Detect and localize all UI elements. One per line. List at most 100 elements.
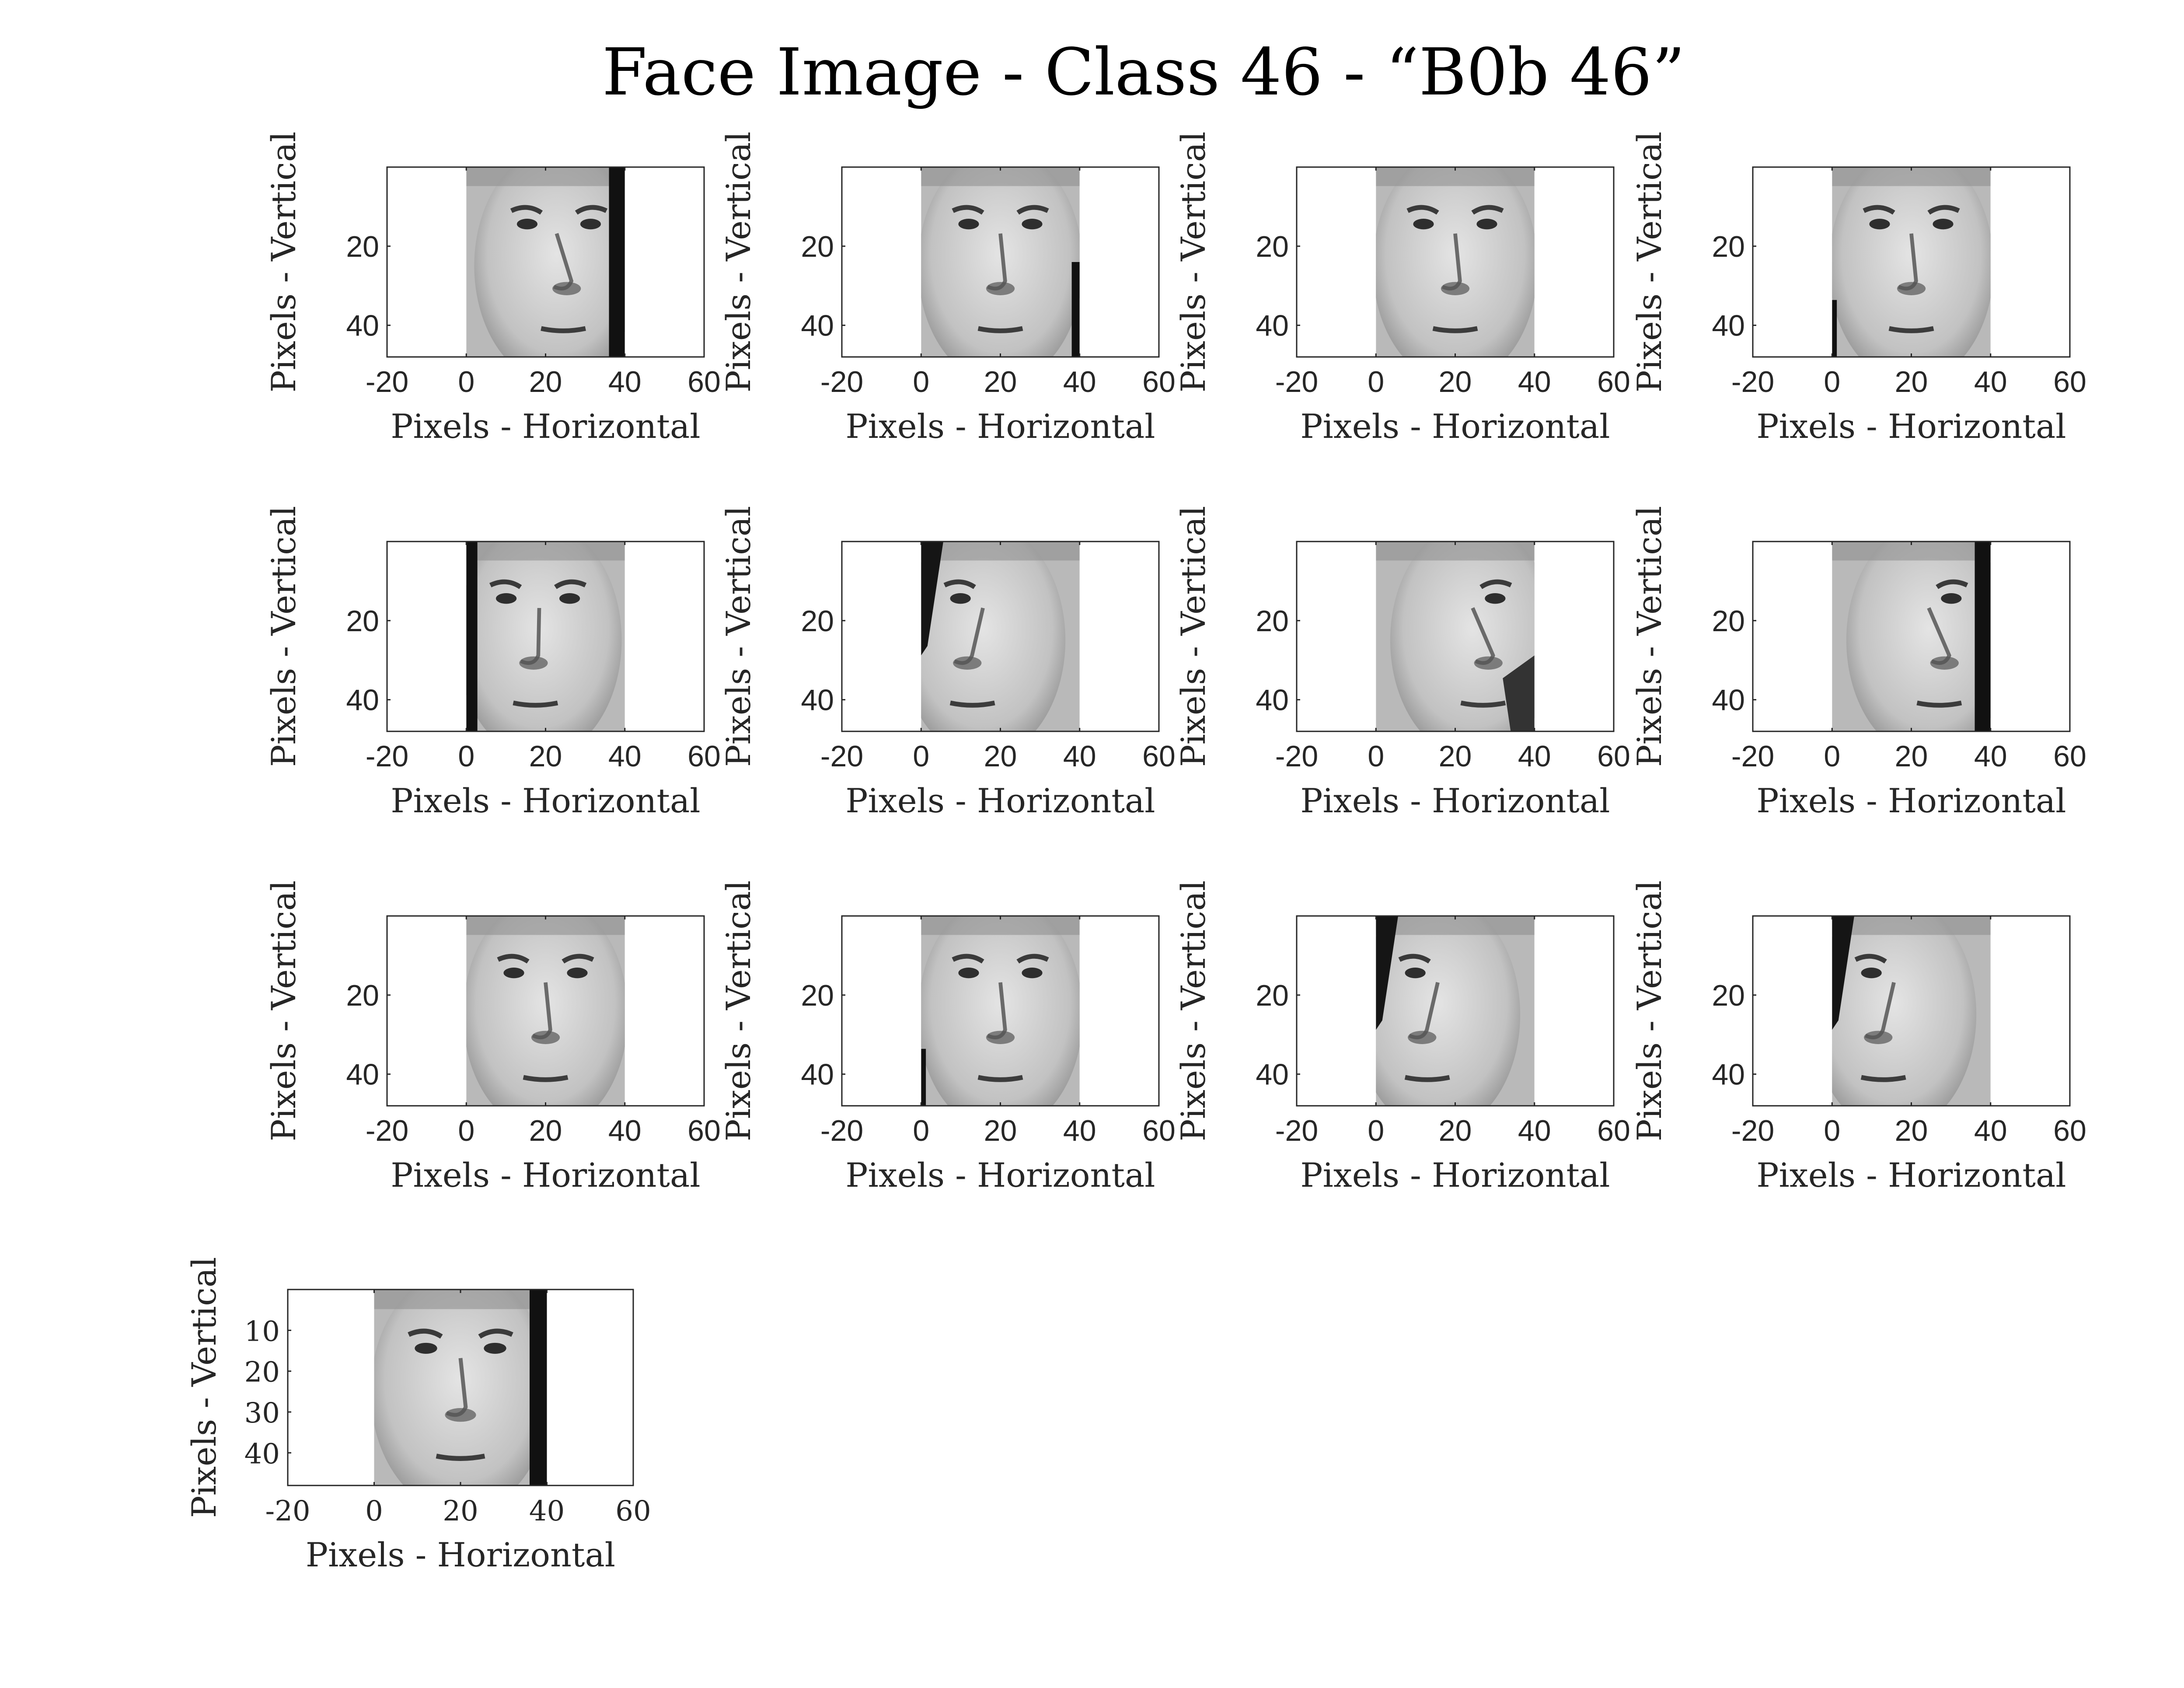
x-tick-label: 20 [984,365,1017,398]
x-tick-label: -20 [366,740,408,773]
x-tick-label: 20 [443,1495,478,1527]
face-image [457,523,625,758]
figure-title: Face Image - Class 46 - “B0b 46” [602,35,1685,110]
x-tick-label: 60 [1597,740,1630,773]
y-tick-label: 20 [1712,230,1745,263]
x-tick-label: 0 [1368,1114,1384,1147]
x-tick-label: -20 [366,365,408,398]
y-tick-label: 40 [1712,684,1745,717]
x-axis-label: Pixels - Horizontal [306,1535,615,1574]
y-tick-label: 10 [244,1315,280,1348]
y-axis-label: Pixels - Vertical [1174,132,1213,393]
x-tick-label: -20 [820,740,863,773]
face-image [466,148,639,384]
x-axis-label: Pixels - Horizontal [391,1156,700,1195]
x-tick-label: 40 [608,740,642,773]
y-tick-label: 20 [244,1356,280,1389]
x-axis-label: Pixels - Horizontal [1756,1156,2066,1195]
face-image [1355,897,1535,1132]
x-tick-label: 40 [1974,1114,2007,1147]
x-tick-label: 20 [529,1114,562,1147]
y-tick-label: 20 [346,230,379,263]
y-tick-label: 20 [346,979,379,1012]
x-tick-label: 20 [529,740,562,773]
x-tick-label: 40 [1063,1114,1096,1147]
y-axis-label: Pixels - Vertical [719,881,758,1142]
x-axis-label: Pixels - Horizontal [391,781,700,820]
face-image [1829,148,1994,384]
y-tick-label: 20 [1712,605,1745,638]
y-tick-label: 20 [801,230,834,263]
x-tick-label: 60 [1142,1114,1176,1147]
x-tick-label: -20 [1275,365,1318,398]
x-tick-label: 60 [1142,740,1176,773]
x-tick-label: 0 [1368,365,1384,398]
x-tick-label: 20 [529,365,562,398]
x-axis-label: Pixels - Horizontal [1300,407,1610,446]
y-axis-label: Pixels - Vertical [1174,506,1213,767]
x-tick-label: 0 [913,740,929,773]
y-tick-label: 40 [1256,309,1289,342]
x-tick-label: -20 [1731,740,1774,773]
x-tick-label: 60 [2053,1114,2086,1147]
x-tick-label: 20 [1895,740,1928,773]
y-axis-label: Pixels - Vertical [185,1257,223,1518]
x-tick-label: 20 [1439,365,1472,398]
y-tick-label: 40 [1256,684,1289,717]
x-axis-label: Pixels - Horizontal [845,1156,1155,1195]
x-tick-label: 60 [615,1495,651,1527]
x-tick-label: -20 [1731,1114,1774,1147]
y-tick-label: 20 [801,605,834,638]
x-tick-label: 40 [1518,1114,1551,1147]
x-axis-label: Pixels - Horizontal [1300,781,1610,820]
face-image [371,1270,551,1513]
face-image [1811,897,1991,1132]
y-tick-label: 20 [801,979,834,1012]
x-tick-label: -20 [1275,1114,1318,1147]
face-image [1376,523,1555,758]
y-tick-label: 40 [346,1058,379,1091]
x-tick-label: -20 [820,365,863,398]
x-tick-label: -20 [265,1495,310,1527]
x-tick-label: 60 [1597,365,1630,398]
x-axis-label: Pixels - Horizontal [845,407,1155,446]
x-tick-label: 60 [687,740,721,773]
x-tick-label: -20 [820,1114,863,1147]
face-image [1373,148,1538,384]
x-tick-label: 40 [529,1495,565,1527]
face-image [1832,523,2011,758]
x-tick-label: 20 [984,740,1017,773]
x-tick-label: 20 [1895,365,1928,398]
face-image [463,897,628,1132]
x-tick-label: 20 [984,1114,1017,1147]
x-tick-label: 0 [365,1495,383,1527]
x-tick-label: 0 [1824,740,1840,773]
x-axis-label: Pixels - Horizontal [391,407,700,446]
x-tick-label: 60 [1597,1114,1630,1147]
x-tick-label: -20 [366,1114,408,1147]
y-axis-label: Pixels - Vertical [1174,881,1213,1142]
x-tick-label: 0 [458,365,474,398]
y-tick-label: 40 [1256,1058,1289,1091]
x-tick-label: 40 [1518,365,1551,398]
x-tick-label: 0 [1824,1114,1840,1147]
x-tick-label: 20 [1439,740,1472,773]
y-tick-label: 20 [1256,979,1289,1012]
y-tick-label: 40 [346,309,379,342]
x-tick-label: 40 [608,1114,642,1147]
y-axis-label: Pixels - Vertical [719,132,758,393]
x-tick-label: 40 [608,365,642,398]
y-axis-label: Pixels - Vertical [264,506,303,767]
face-image [918,897,1083,1132]
x-axis-label: Pixels - Horizontal [1300,1156,1610,1195]
y-axis-label: Pixels - Vertical [1630,132,1669,393]
x-tick-label: 0 [913,365,929,398]
x-tick-label: 20 [1439,1114,1472,1147]
y-tick-label: 20 [1712,979,1745,1012]
y-tick-label: 40 [1712,1058,1745,1091]
x-tick-label: 60 [1142,365,1176,398]
x-tick-label: 40 [1063,365,1096,398]
face-image [918,148,1083,384]
y-tick-label: 40 [801,684,834,717]
y-tick-label: 40 [1712,309,1745,342]
